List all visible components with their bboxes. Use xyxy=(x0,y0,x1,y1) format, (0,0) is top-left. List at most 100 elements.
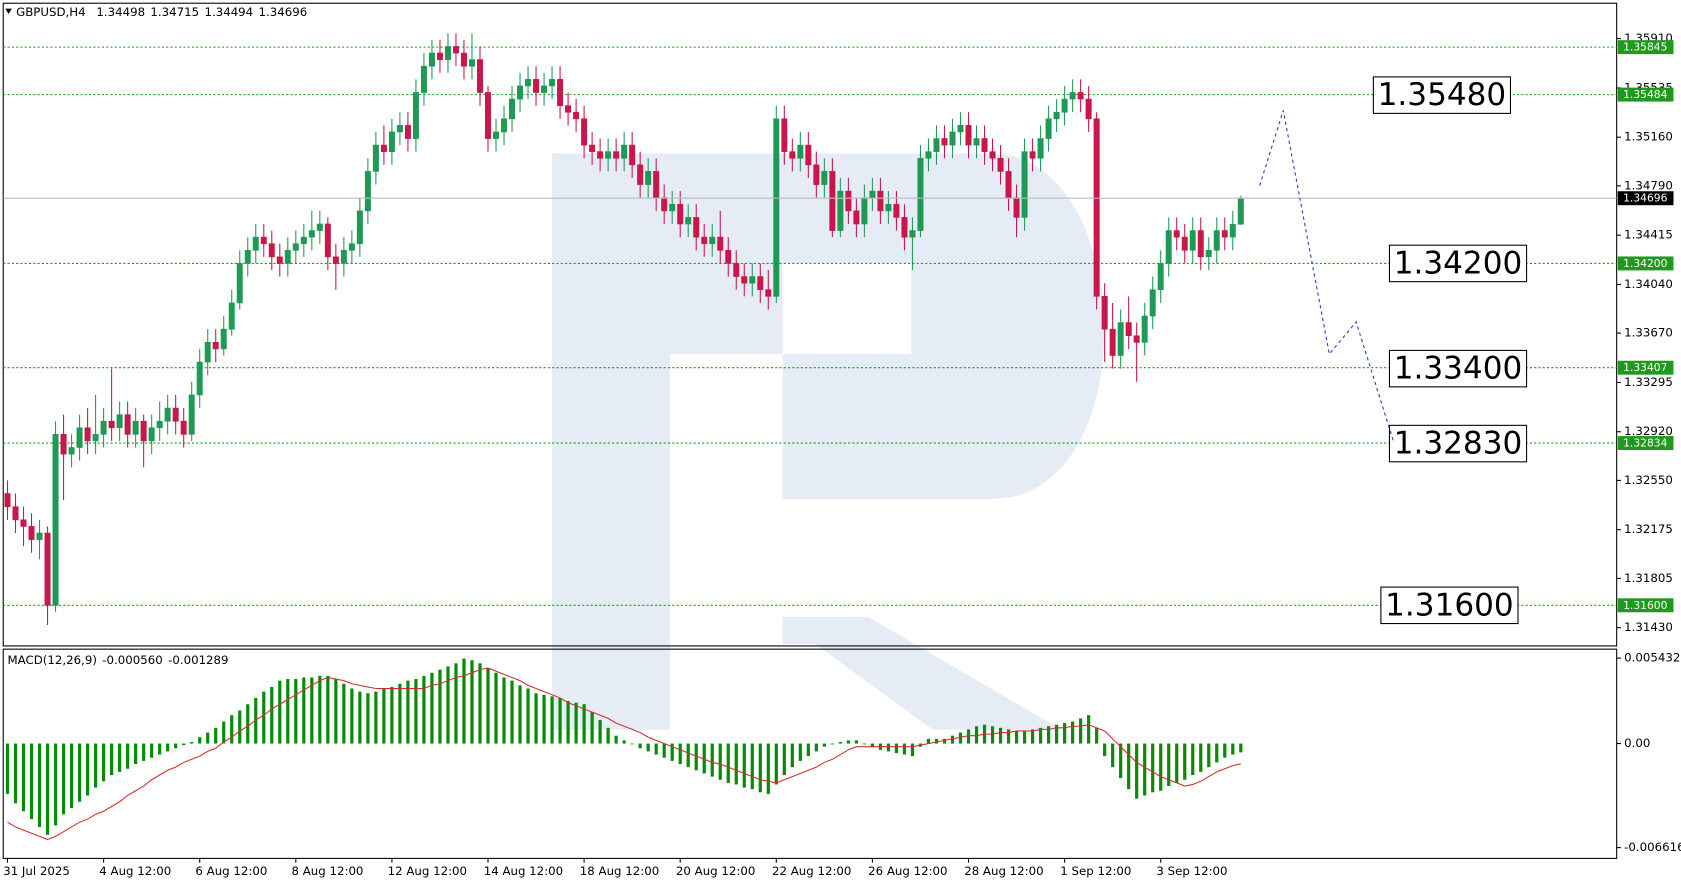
candle-body xyxy=(1157,263,1164,291)
histogram-bar xyxy=(414,679,418,744)
level-label: 1.33407 xyxy=(1623,361,1667,374)
candle-body xyxy=(909,230,916,238)
candle-body xyxy=(284,249,291,264)
candle-body xyxy=(685,217,692,225)
candle-body xyxy=(1125,322,1132,337)
candle-body xyxy=(997,157,1004,172)
open-readout: 1.34498 xyxy=(96,4,145,18)
annotation-box xyxy=(1388,424,1528,463)
histogram-bar xyxy=(742,743,746,788)
candle-body xyxy=(420,65,427,93)
macd-header: MACD(12,26,9) -0.000560 -0.001289 xyxy=(8,652,229,666)
histogram-bar xyxy=(1014,730,1019,744)
histogram-bar xyxy=(998,727,1003,744)
histogram-bar xyxy=(550,696,554,744)
histogram-bar xyxy=(926,738,931,744)
candle-body xyxy=(164,407,171,422)
watermark-cutout xyxy=(782,262,912,355)
candle-body xyxy=(701,236,708,245)
candle-body xyxy=(476,59,483,93)
candle-body xyxy=(821,171,828,185)
histogram-bar xyxy=(438,669,442,744)
candle-body xyxy=(645,171,652,185)
histogram-bar xyxy=(566,701,570,744)
histogram-bar xyxy=(37,743,42,827)
histogram-bar xyxy=(710,743,714,777)
histogram-bar xyxy=(1062,723,1067,744)
histogram-bar xyxy=(654,743,658,755)
candle-body xyxy=(172,407,179,422)
histogram-bar xyxy=(93,743,98,788)
macd-readout: -0.000560 xyxy=(102,652,162,666)
candle-body xyxy=(573,111,580,120)
histogram-bar xyxy=(158,743,162,755)
candle-body xyxy=(965,125,972,146)
candle-body xyxy=(1005,171,1012,199)
candle-body xyxy=(877,190,884,212)
histogram-bar xyxy=(846,740,850,744)
histogram-bar xyxy=(110,743,114,776)
candle-body xyxy=(613,151,620,159)
histogram-bar xyxy=(5,743,10,794)
candle-body xyxy=(228,302,235,330)
histogram-bar xyxy=(294,679,298,744)
candle-body xyxy=(20,519,27,527)
candle-body xyxy=(396,125,403,133)
x-tick-label: 28 Aug 12:00 xyxy=(964,864,1043,878)
candle-body xyxy=(1037,138,1044,159)
close-readout: 1.34696 xyxy=(259,4,308,18)
histogram-bar xyxy=(310,677,314,744)
candle-body xyxy=(212,342,219,350)
annotation-label: 1.35480 xyxy=(1378,77,1507,113)
candle-body xyxy=(1069,92,1076,100)
candle-body xyxy=(404,125,411,139)
histogram-bar xyxy=(214,727,218,744)
annotation-box xyxy=(1372,76,1512,114)
candle-body xyxy=(412,92,419,139)
histogram-bar xyxy=(454,663,458,744)
candle-body xyxy=(853,210,860,225)
histogram-bar xyxy=(334,679,338,744)
histogram-bar xyxy=(1071,721,1075,744)
histogram-bar xyxy=(238,710,242,744)
histogram-bar xyxy=(382,688,386,744)
candle-body xyxy=(292,243,299,251)
histogram-bar xyxy=(1095,727,1099,744)
histogram-bar xyxy=(126,743,130,769)
histogram-bar xyxy=(398,683,402,744)
histogram-bar xyxy=(422,675,426,744)
histogram-bar xyxy=(318,675,322,744)
histogram-bar xyxy=(790,743,794,768)
high-readout: 1.34715 xyxy=(150,4,199,18)
histogram-bar xyxy=(542,694,546,744)
histogram-bar xyxy=(798,743,802,761)
histogram-bar xyxy=(1183,743,1187,780)
candle-body xyxy=(805,144,812,166)
histogram-bar xyxy=(1239,743,1243,753)
candle-body xyxy=(52,434,59,606)
candle-body xyxy=(388,131,395,152)
candle-body xyxy=(444,46,451,60)
histogram-bar xyxy=(942,738,947,744)
candle-body xyxy=(356,210,363,245)
x-tick-label: 22 Aug 12:00 xyxy=(772,864,851,878)
histogram-bar xyxy=(53,743,58,826)
histogram-bar xyxy=(766,743,770,794)
candle-body xyxy=(565,105,572,113)
histogram-bar xyxy=(662,743,666,758)
y-tick-label: 1.34415 xyxy=(1624,228,1673,242)
candle-body xyxy=(765,289,772,297)
histogram-bar xyxy=(910,743,915,757)
histogram-bar xyxy=(29,743,34,820)
histogram-bar xyxy=(478,663,482,744)
candle-body xyxy=(1197,230,1204,258)
candle-body xyxy=(364,171,371,212)
histogram-bar xyxy=(198,737,202,744)
header: GBPUSD,H4 1.34498 1.34715 1.34494 1.34696 xyxy=(16,4,307,18)
candle-body xyxy=(1013,197,1020,218)
candle-body xyxy=(757,276,764,291)
annotation-label: 1.34200 xyxy=(1394,246,1523,282)
histogram-bar xyxy=(574,702,578,744)
histogram-bar xyxy=(1119,743,1123,779)
